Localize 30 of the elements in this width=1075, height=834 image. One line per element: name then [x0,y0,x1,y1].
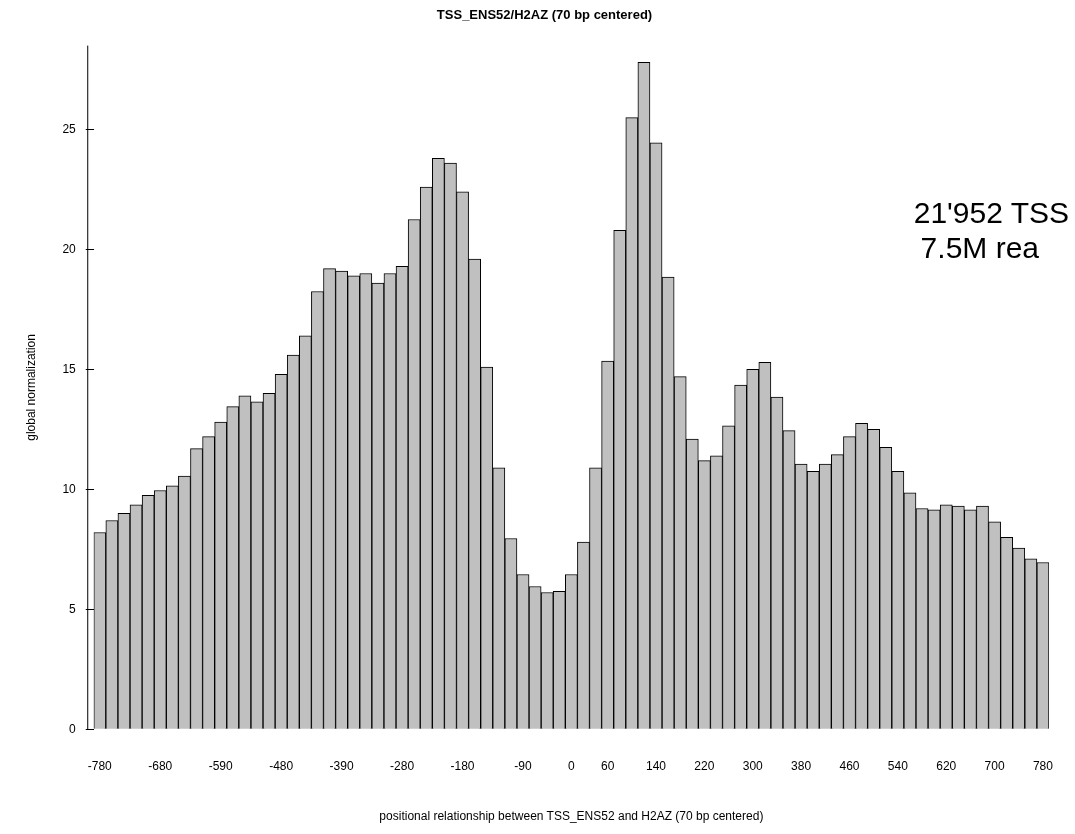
x-tick-label: -680 [148,758,173,773]
x-tick-label: 300 [742,758,764,773]
y-tick-label: 0 [69,721,77,736]
x-tick-label: 60 [600,758,615,773]
x-tick-label: 140 [646,758,667,773]
y-tick-label: 25 [62,121,77,136]
x-tick-label: 620 [936,758,957,773]
x-tick-label: 460 [839,758,860,773]
x-tick-label: -390 [329,758,354,773]
x-axis-title: positional relationship between TSS_ENS52 and H2AZ (70 bp centered) [379,809,764,824]
annotation: 21'952 TSS [913,196,1069,230]
y-tick-label: 5 [69,601,77,616]
y-tick-label: 15 [62,361,77,376]
x-tick-label: -280 [390,758,415,773]
x-tick-label: 380 [791,758,812,773]
x-tick-label: 540 [887,758,909,773]
y-axis-title: global normalization [23,334,38,441]
chart-title: TSS_ENS52/H2AZ (70 bp centered) [436,7,653,23]
annotation: 7.5M rea [920,231,1040,265]
y-tick-label: 10 [62,481,77,496]
x-tick-label: -480 [269,758,294,773]
x-tick-label: -590 [208,758,234,773]
x-tick-label: -180 [450,758,475,773]
x-tick-label: 700 [984,758,1005,773]
y-tick-label: 20 [62,241,77,256]
x-tick-label: -780 [87,758,113,773]
x-tick-label: 220 [694,758,715,773]
x-tick-label: 0 [568,758,576,773]
x-tick-label: 780 [1032,758,1054,773]
x-tick-label: -90 [514,758,532,773]
